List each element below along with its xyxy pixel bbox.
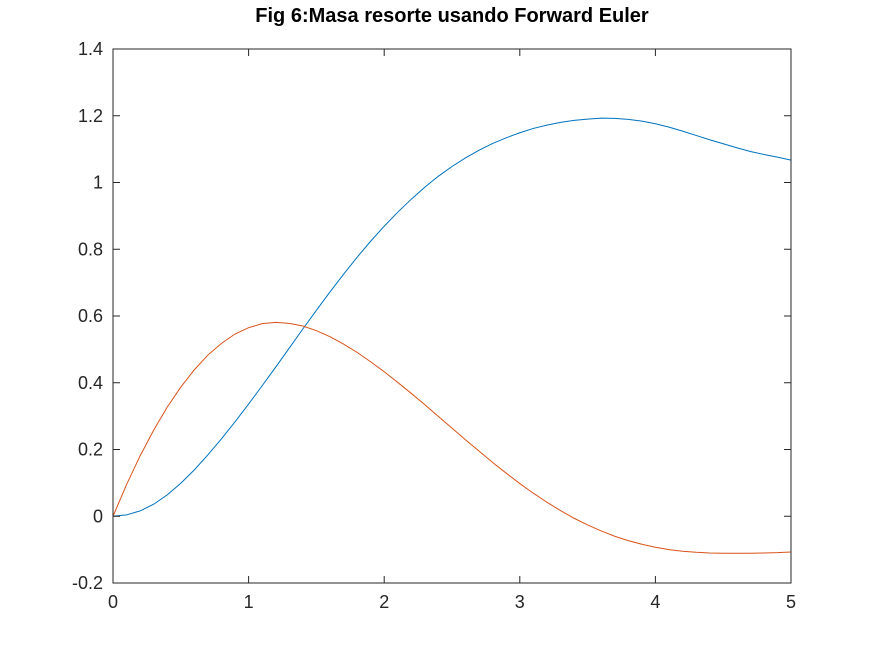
series-line-1 <box>112 117 792 517</box>
y-tick-label: 1.2 <box>78 106 103 126</box>
y-tick-label: 0.8 <box>78 239 103 259</box>
series-line-2 <box>112 321 792 554</box>
y-tick-label: 1.4 <box>78 39 103 59</box>
x-tick-label: 3 <box>515 592 525 612</box>
y-tick-label: 0.6 <box>78 306 103 326</box>
chart-title: Fig 6:Masa resorte usando Forward Euler <box>255 5 649 27</box>
x-tick-label: 0 <box>108 592 118 612</box>
y-tick-label: 0.2 <box>78 440 103 460</box>
x-tick-label: 2 <box>379 592 389 612</box>
y-tick-label: -0.2 <box>72 573 103 593</box>
y-tick-label: 1 <box>93 173 103 193</box>
y-tick-label: 0.4 <box>78 373 103 393</box>
y-tick-label: 0 <box>93 506 103 526</box>
x-tick-label: 5 <box>786 592 796 612</box>
series-layer <box>112 117 792 554</box>
plot-frame <box>112 48 792 584</box>
x-tick-label: 4 <box>650 592 660 612</box>
x-tick-label: 1 <box>244 592 254 612</box>
plot-area <box>113 49 791 583</box>
axes-layer: 0 1 2 3 4 5-0.200.20.40.60.811.21.4 <box>72 39 796 612</box>
